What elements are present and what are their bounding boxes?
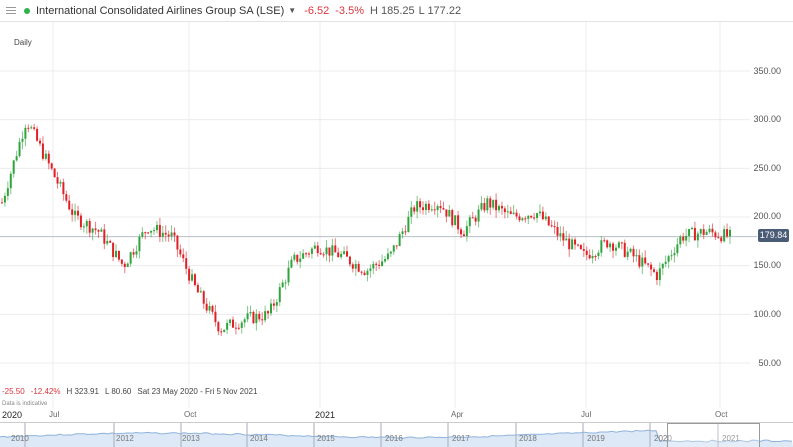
navigator-year: 2016 — [385, 434, 403, 443]
period-change: -25.50 — [2, 387, 25, 396]
period-low: L 80.60 — [104, 387, 132, 396]
x-axis-label: Oct — [184, 410, 197, 419]
disclaimer: Data is indicative — [2, 401, 48, 407]
navigator-range-handle[interactable] — [667, 423, 760, 447]
navigator-year: 2015 — [317, 434, 335, 443]
x-axis-label: 2020 — [2, 410, 23, 420]
date-range: Sat 23 May 2020 - Fri 5 Nov 2021 — [137, 387, 258, 396]
x-axis-label: Jul — [581, 410, 592, 419]
day-high: H 185.25 — [370, 4, 415, 17]
x-axis-label: Jul — [49, 410, 60, 419]
time-navigator[interactable]: 2010 2012 2013 2014 2015 2016 2017 2018 … — [0, 422, 793, 447]
period-stats: -25.50 -12.42% H 323.91 L 80.60 Sat 23 M… — [2, 387, 257, 396]
period-high: H 323.91 — [66, 387, 99, 396]
price-change: -6.52 — [304, 4, 330, 17]
hamburger-icon[interactable] — [6, 7, 16, 14]
chevron-down-icon[interactable]: ▼ — [288, 6, 297, 15]
navigator-year: 2021 — [722, 434, 740, 443]
x-axis-label: 2021 — [315, 410, 336, 420]
chart-header: International Consolidated Airlines Grou… — [0, 0, 793, 22]
period-change-pct: -12.42% — [30, 387, 61, 396]
y-axis-label: 250.00 — [753, 163, 781, 173]
y-axis-label: 150.00 — [753, 260, 781, 270]
day-low: L 177.22 — [418, 4, 462, 17]
navigator-year: 2013 — [182, 434, 200, 443]
navigator-sparkline — [0, 423, 793, 447]
navigator-year: 2017 — [452, 434, 470, 443]
y-axis-label: 200.00 — [753, 211, 781, 221]
y-axis-label: 100.00 — [753, 309, 781, 319]
y-axis-label: 350.00 — [753, 66, 781, 76]
price-change-pct: -3.5% — [335, 4, 365, 17]
last-price-badge: 179.84 — [758, 229, 789, 242]
navigator-year: 2012 — [116, 434, 134, 443]
navigator-year: 2019 — [587, 434, 605, 443]
market-status-icon — [24, 7, 30, 14]
y-axis-label: 300.00 — [753, 114, 781, 124]
x-axis-label: Oct — [715, 410, 728, 419]
y-axis-label: 50.00 — [758, 358, 781, 368]
navigator-year: 2010 — [11, 434, 29, 443]
instrument-title[interactable]: International Consolidated Airlines Grou… — [36, 4, 285, 17]
navigator-year: 2014 — [250, 434, 268, 443]
navigator-year: 2018 — [519, 434, 537, 443]
interval-label[interactable]: Daily — [14, 38, 32, 47]
x-axis-label: Apr — [451, 410, 464, 419]
navigator-year: 2020 — [654, 434, 672, 443]
